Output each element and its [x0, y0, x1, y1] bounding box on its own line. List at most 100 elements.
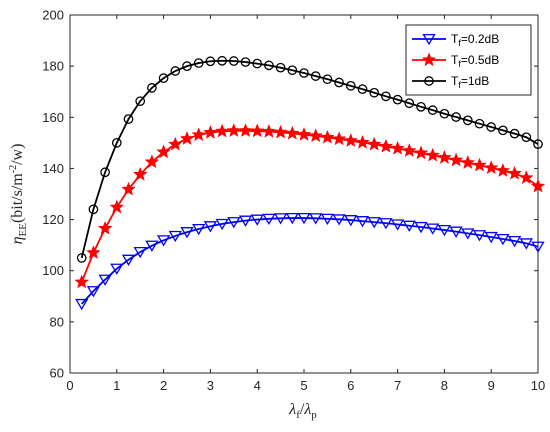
y-tick-label: 80	[50, 314, 64, 329]
x-tick-label: 2	[160, 378, 167, 393]
data-point	[421, 52, 437, 67]
data-point	[273, 213, 288, 225]
data-point	[111, 138, 122, 148]
data-point	[123, 114, 134, 124]
series-1	[74, 123, 546, 289]
y-tick-label: 180	[42, 59, 64, 74]
data-point	[75, 298, 89, 311]
x-tick-label: 9	[488, 378, 495, 393]
legend-label: Tf=0.2dB	[451, 32, 499, 48]
data-point	[240, 57, 251, 67]
data-point	[472, 230, 487, 242]
y-tick-label: 100	[42, 263, 64, 278]
legend-entry: Tf=1dB	[412, 74, 489, 90]
data-point	[422, 33, 436, 46]
data-point	[86, 286, 101, 298]
data-point	[472, 157, 487, 172]
axis-ticks: 0 1 2 3 4 5 6 7 8 9 10 60 80 100 120 140 160 180 200	[42, 8, 545, 394]
data-point	[355, 216, 370, 228]
data-point	[121, 181, 136, 196]
data-point	[344, 215, 358, 227]
data-point	[110, 263, 124, 275]
data-point	[495, 163, 511, 177]
data-point	[367, 217, 381, 229]
data-point	[390, 140, 405, 155]
data-point	[498, 125, 508, 136]
data-point	[509, 128, 520, 139]
data-point	[414, 221, 428, 234]
data-point	[366, 136, 382, 151]
data-point	[214, 123, 230, 138]
data-point	[285, 212, 299, 225]
data-point	[203, 124, 218, 139]
data-point	[518, 170, 534, 185]
data-point	[182, 61, 192, 71]
x-tick-label: 1	[113, 378, 120, 393]
legend: Tf=0.2dB Tf=0.5dB Tf=1dB	[405, 24, 532, 96]
data-point	[461, 228, 475, 240]
series-2	[76, 55, 543, 263]
data-point	[381, 91, 391, 102]
data-point	[343, 133, 359, 148]
x-tick-label: 7	[394, 378, 401, 393]
data-point	[404, 98, 415, 109]
data-point	[392, 94, 403, 105]
data-point	[147, 83, 157, 93]
data-point	[334, 77, 344, 88]
data-point	[437, 225, 452, 237]
data-point	[474, 118, 485, 129]
y-tick-label: 200	[42, 8, 64, 23]
data-point	[121, 254, 136, 266]
x-tick-label: 8	[441, 378, 448, 393]
data-point	[531, 241, 545, 253]
data-point	[100, 167, 110, 178]
data-point	[191, 127, 207, 142]
data-point	[203, 221, 218, 233]
legend-entry: Tf=0.2dB	[412, 32, 499, 48]
data-point	[462, 115, 473, 126]
x-tick-label: 0	[66, 378, 73, 393]
data-point	[156, 235, 171, 247]
data-point	[249, 123, 265, 138]
data-point	[238, 123, 253, 138]
data-point	[439, 108, 450, 119]
data-point	[109, 199, 125, 214]
data-point	[97, 220, 113, 235]
series-0	[75, 212, 545, 311]
data-point	[262, 213, 276, 226]
legend-label: Tf=0.5dB	[451, 53, 499, 69]
data-point	[74, 274, 90, 289]
data-point	[284, 125, 300, 140]
legend-entry: Tf=0.5dB	[412, 52, 499, 69]
data-point	[416, 101, 426, 112]
data-point	[530, 178, 546, 193]
data-point	[519, 238, 533, 250]
data-point	[308, 128, 324, 143]
data-point	[355, 134, 370, 149]
data-point	[86, 245, 101, 260]
data-point	[170, 66, 181, 76]
data-point	[448, 152, 464, 167]
data-point	[275, 62, 286, 73]
data-point	[309, 213, 323, 225]
data-point	[299, 68, 309, 78]
data-point	[158, 73, 169, 84]
legend-label: Tf=1dB	[451, 74, 489, 90]
data-point	[486, 122, 497, 132]
data-point	[378, 138, 394, 153]
x-tick-label: 3	[207, 378, 214, 393]
y-tick-label: 60	[50, 366, 64, 381]
data-point	[320, 213, 335, 226]
data-point	[533, 139, 543, 149]
data-point	[250, 214, 264, 226]
x-tick-label: 10	[531, 378, 545, 393]
series-line	[80, 59, 539, 259]
data-point	[273, 124, 288, 139]
data-point	[437, 149, 452, 164]
data-point	[496, 233, 510, 246]
data-point	[507, 236, 522, 248]
data-point	[449, 226, 463, 238]
data-point	[252, 58, 263, 69]
data-point	[332, 214, 346, 226]
